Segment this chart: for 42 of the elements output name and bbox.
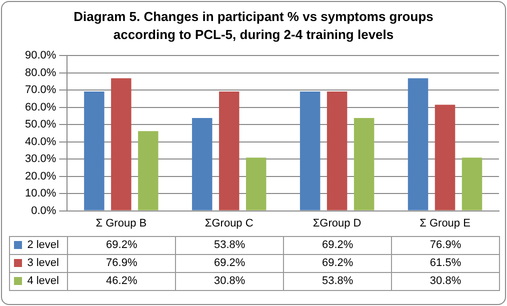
bar	[300, 91, 320, 210]
bar	[434, 104, 456, 210]
bar	[354, 118, 374, 210]
data-label: 30.8%	[391, 272, 500, 291]
y-tick-label: 70.0%	[24, 84, 56, 96]
y-tick-label: 40.0%	[24, 136, 56, 148]
y-tick-label: 90.0%	[24, 50, 56, 62]
data-label: 53.8%	[283, 272, 392, 291]
data-label: 53.8%	[175, 236, 284, 255]
x-tick-label: ΣGroup D	[312, 217, 362, 230]
y-tick-label: 30.0%	[24, 153, 56, 166]
y-tick-label: 50.0%	[24, 118, 56, 131]
bar	[219, 91, 240, 210]
bar	[462, 158, 482, 210]
data-label: 69.2%	[283, 236, 392, 255]
x-tick-label: ΣGroup C	[204, 217, 254, 230]
y-tick-label: 60.0%	[24, 101, 56, 114]
bar	[408, 78, 428, 210]
x-tick-label: Σ Group E	[420, 217, 470, 230]
data-label: 76.9%	[67, 254, 176, 273]
bar	[138, 131, 158, 210]
data-label: 46.2%	[67, 272, 176, 291]
data-label: 69.2%	[175, 254, 284, 273]
bar	[111, 78, 132, 210]
y-tick-label: 0.0%	[31, 204, 56, 217]
legend-label: 3 level	[9, 254, 68, 273]
data-label: 69.2%	[67, 236, 176, 255]
data-label: 30.8%	[175, 272, 284, 291]
bar	[246, 158, 266, 210]
y-tick-label: 10.0%	[24, 188, 56, 200]
data-label: 76.9%	[391, 236, 500, 255]
x-tick-label: Σ Group B	[96, 217, 147, 230]
legend-label: 4 level	[9, 272, 68, 291]
y-tick-label: 80.0%	[24, 66, 56, 79]
chart-title: Diagram 5. Changes in participant % vs symptoms groups according to PCL-5, during 2-4 training levels	[72, 8, 434, 44]
bar	[84, 91, 104, 210]
legend-label: 2 level	[9, 236, 68, 255]
y-tick-label: 20.0%	[24, 170, 56, 182]
data-label: 61.5%	[391, 254, 500, 273]
bar	[326, 91, 348, 210]
data-label: 69.2%	[283, 254, 392, 273]
bar	[192, 118, 212, 210]
